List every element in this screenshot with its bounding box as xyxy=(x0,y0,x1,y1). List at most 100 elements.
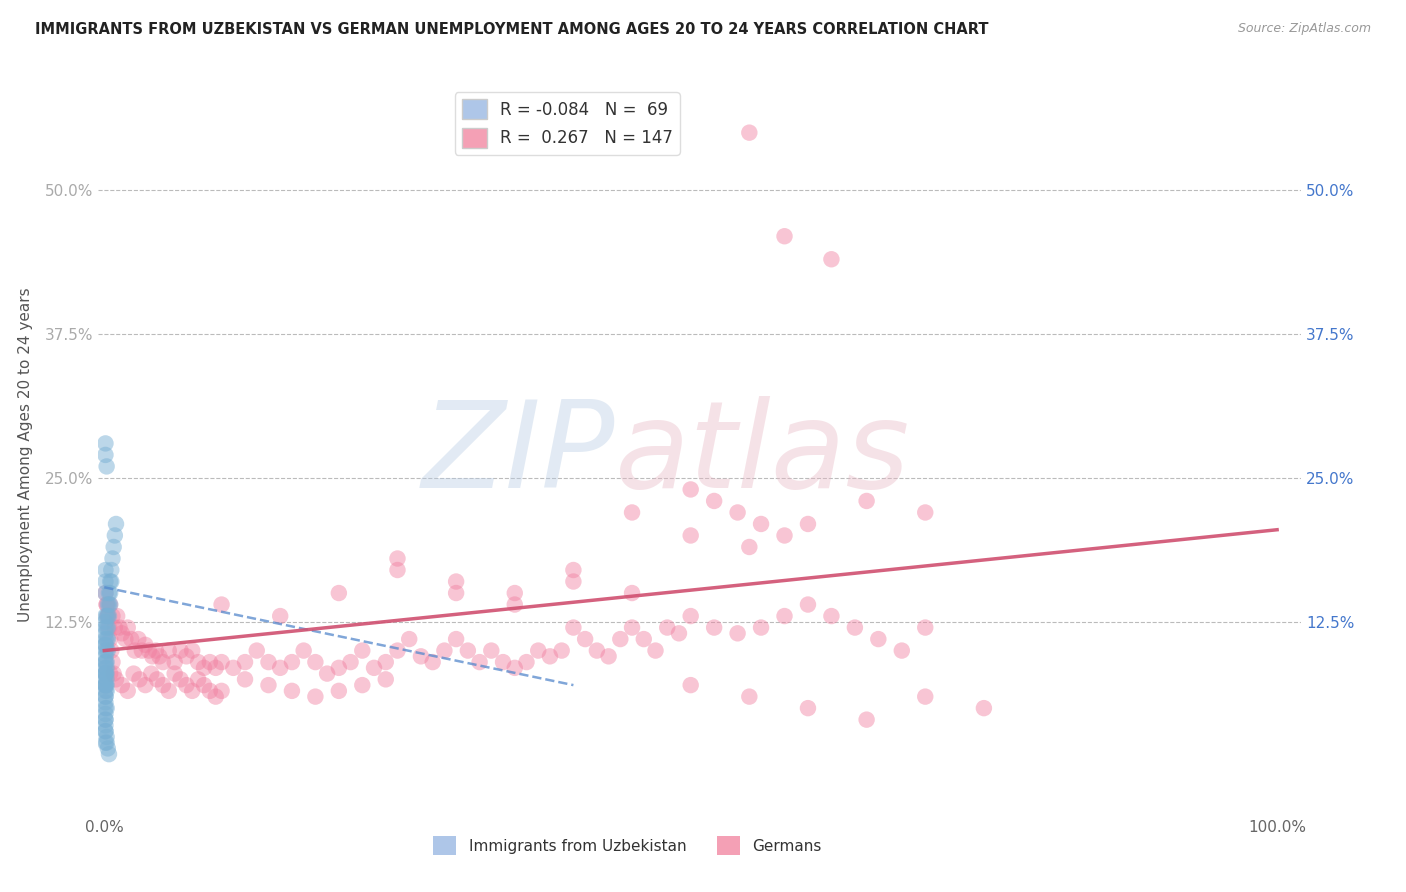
Point xyxy=(94,713,117,727)
Point xyxy=(479,643,502,657)
Point xyxy=(633,632,655,646)
Point xyxy=(973,701,995,715)
Point xyxy=(527,643,550,657)
Text: Source: ZipAtlas.com: Source: ZipAtlas.com xyxy=(1237,22,1371,36)
Point xyxy=(94,718,117,732)
Point xyxy=(96,666,118,681)
Point xyxy=(281,684,304,698)
Point xyxy=(211,655,233,669)
Point xyxy=(657,621,679,635)
Point xyxy=(96,678,118,692)
Point xyxy=(97,609,120,624)
Point xyxy=(157,684,180,698)
Y-axis label: Unemployment Among Ages 20 to 24 years: Unemployment Among Ages 20 to 24 years xyxy=(18,287,34,623)
Point xyxy=(727,626,749,640)
Point xyxy=(198,655,221,669)
Point xyxy=(94,632,117,646)
Point xyxy=(444,632,467,646)
Point xyxy=(679,609,702,624)
Point xyxy=(246,643,269,657)
Point xyxy=(96,684,118,698)
Point xyxy=(94,701,117,715)
Point xyxy=(96,609,118,624)
Point xyxy=(138,643,160,657)
Point xyxy=(94,736,117,750)
Text: atlas: atlas xyxy=(616,396,911,514)
Point xyxy=(211,598,233,612)
Point xyxy=(94,724,117,739)
Point xyxy=(94,436,117,450)
Point xyxy=(96,598,118,612)
Point xyxy=(117,621,139,635)
Point xyxy=(94,643,117,657)
Point xyxy=(94,713,117,727)
Point xyxy=(111,626,134,640)
Point xyxy=(797,598,820,612)
Point xyxy=(97,598,120,612)
Point xyxy=(387,551,409,566)
Point xyxy=(98,747,121,761)
Point xyxy=(204,661,226,675)
Point xyxy=(120,632,142,646)
Point xyxy=(94,724,117,739)
Point xyxy=(257,678,280,692)
Point xyxy=(94,673,117,687)
Point xyxy=(157,643,180,657)
Point xyxy=(94,678,117,692)
Point xyxy=(868,632,890,646)
Text: IMMIGRANTS FROM UZBEKISTAN VS GERMAN UNEMPLOYMENT AMONG AGES 20 TO 24 YEARS CORR: IMMIGRANTS FROM UZBEKISTAN VS GERMAN UNE… xyxy=(35,22,988,37)
Point xyxy=(169,643,191,657)
Point xyxy=(562,621,585,635)
Point xyxy=(98,598,121,612)
Point xyxy=(96,701,118,715)
Point xyxy=(97,741,120,756)
Point xyxy=(94,574,117,589)
Point xyxy=(148,649,170,664)
Point xyxy=(94,661,117,675)
Point xyxy=(387,563,409,577)
Point xyxy=(820,609,842,624)
Point xyxy=(914,690,936,704)
Point xyxy=(304,690,326,704)
Point xyxy=(104,528,127,542)
Point xyxy=(94,609,117,624)
Point xyxy=(621,586,644,600)
Point xyxy=(738,126,761,140)
Point xyxy=(114,632,136,646)
Point xyxy=(94,690,117,704)
Point xyxy=(152,678,174,692)
Point xyxy=(94,649,117,664)
Point xyxy=(96,643,118,657)
Point xyxy=(98,632,121,646)
Point xyxy=(101,551,124,566)
Point xyxy=(374,655,396,669)
Point xyxy=(181,643,204,657)
Point xyxy=(105,673,128,687)
Point xyxy=(152,655,174,669)
Point xyxy=(398,632,420,646)
Point xyxy=(914,506,936,520)
Point xyxy=(503,661,526,675)
Point xyxy=(820,252,842,267)
Point xyxy=(211,684,233,698)
Point xyxy=(374,673,396,687)
Point xyxy=(96,598,118,612)
Point xyxy=(134,638,156,652)
Point xyxy=(679,678,702,692)
Point xyxy=(111,678,134,692)
Point xyxy=(679,528,702,542)
Point xyxy=(409,649,432,664)
Point xyxy=(100,574,122,589)
Point xyxy=(855,494,877,508)
Point xyxy=(96,736,118,750)
Point xyxy=(352,643,374,657)
Point xyxy=(621,506,644,520)
Point xyxy=(98,621,121,635)
Point xyxy=(97,609,120,624)
Point xyxy=(233,655,256,669)
Point xyxy=(127,632,149,646)
Point xyxy=(457,643,479,657)
Point xyxy=(104,621,127,635)
Point xyxy=(198,684,221,698)
Point xyxy=(94,666,117,681)
